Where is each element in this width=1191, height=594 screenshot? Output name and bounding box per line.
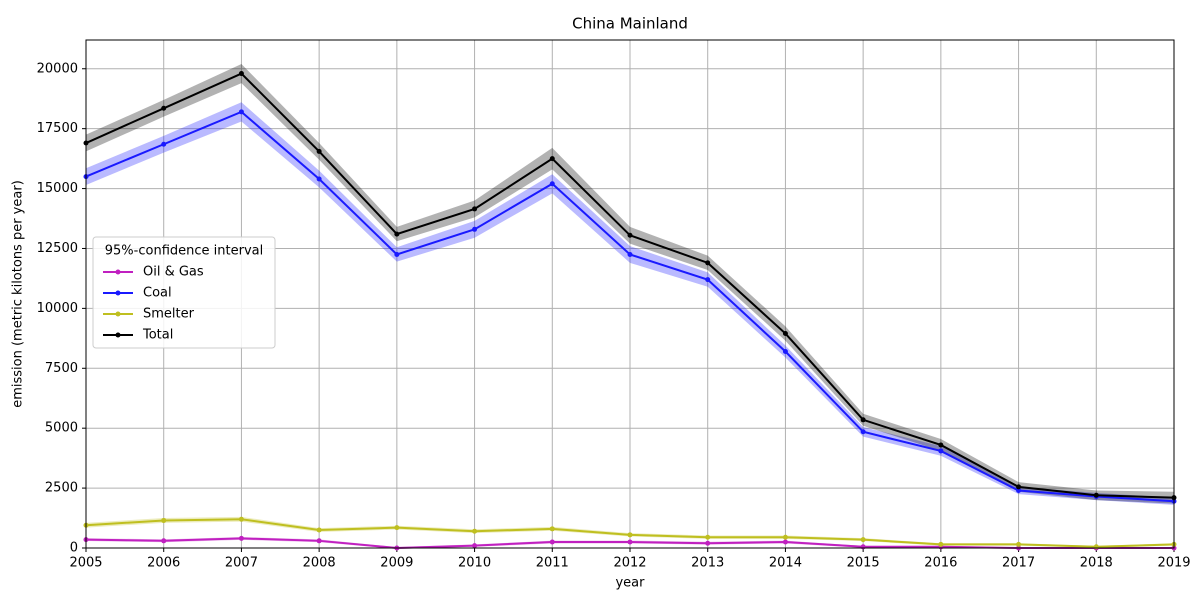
y-tick-label: 20000 (37, 61, 78, 76)
legend-marker (115, 290, 121, 296)
y-tick-label: 0 (70, 541, 78, 556)
data-point (161, 538, 167, 544)
x-tick-label: 2017 (1002, 556, 1035, 571)
data-point (782, 349, 788, 355)
data-point (472, 528, 478, 534)
legend-label: Coal (143, 286, 172, 301)
data-point (161, 517, 167, 523)
x-tick-label: 2012 (613, 556, 646, 571)
data-point (238, 535, 244, 541)
data-point (549, 156, 555, 162)
x-tick-label: 2011 (536, 556, 569, 571)
data-point (161, 141, 167, 147)
data-point (705, 277, 711, 283)
data-point (705, 534, 711, 540)
data-point (472, 206, 478, 212)
data-point (627, 532, 633, 538)
data-point (549, 526, 555, 532)
data-point (860, 429, 866, 435)
legend-marker (115, 311, 121, 317)
data-point (238, 71, 244, 77)
data-point (316, 148, 322, 154)
data-point (938, 541, 944, 547)
data-point (238, 516, 244, 522)
data-point (938, 448, 944, 454)
x-tick-label: 2015 (847, 556, 880, 571)
data-point (627, 232, 633, 238)
x-tick-label: 2010 (458, 556, 491, 571)
data-point (472, 543, 478, 549)
data-point (627, 251, 633, 257)
data-point (860, 544, 866, 550)
legend-box (92, 236, 276, 349)
data-point (1016, 541, 1022, 547)
x-tick-label: 2009 (380, 556, 413, 571)
legend-marker (115, 269, 121, 275)
y-tick-label: 17500 (37, 121, 78, 136)
data-point (472, 226, 478, 232)
x-tick-label: 2007 (225, 556, 258, 571)
chart-title: China Mainland (572, 15, 688, 33)
data-point (238, 109, 244, 115)
y-tick-label: 5000 (45, 421, 78, 436)
data-point (938, 442, 944, 448)
x-tick-label: 2006 (147, 556, 180, 571)
data-point (394, 525, 400, 531)
y-tick-label: 12500 (37, 241, 78, 256)
data-point (627, 539, 633, 545)
x-axis-label: year (615, 576, 645, 591)
data-point (860, 537, 866, 543)
x-tick-label: 2005 (69, 556, 102, 571)
legend-marker (115, 332, 121, 338)
y-tick-label: 7500 (45, 361, 78, 376)
x-tick-label: 2013 (691, 556, 724, 571)
data-point (782, 331, 788, 337)
data-point (549, 181, 555, 187)
data-point (316, 176, 322, 182)
y-tick-label: 10000 (37, 301, 78, 316)
data-point (161, 105, 167, 111)
data-point (860, 417, 866, 423)
x-tick-label: 2016 (924, 556, 957, 571)
data-point (782, 539, 788, 545)
y-axis-label: emission (metric kilotons per year) (11, 180, 26, 408)
legend-label: Total (142, 328, 173, 343)
x-tick-label: 2008 (303, 556, 336, 571)
legend-label: Smelter (143, 307, 195, 322)
y-tick-label: 2500 (45, 481, 78, 496)
data-point (705, 540, 711, 546)
data-point (1093, 492, 1099, 498)
y-tick-label: 15000 (37, 181, 78, 196)
data-point (1093, 544, 1099, 550)
legend-title: 95%-confidence interval (105, 244, 263, 259)
legend-label: Oil & Gas (143, 265, 204, 280)
data-point (394, 251, 400, 257)
data-point (1016, 484, 1022, 490)
x-tick-label: 2014 (769, 556, 802, 571)
data-point (316, 527, 322, 533)
x-tick-label: 2018 (1080, 556, 1113, 571)
plot-frame (85, 39, 1175, 549)
data-point (549, 539, 555, 545)
data-point (394, 231, 400, 237)
data-point (316, 538, 322, 544)
data-point (1016, 487, 1022, 493)
data-point (705, 260, 711, 266)
x-tick-label: 2019 (1157, 556, 1190, 571)
data-point (782, 534, 788, 540)
